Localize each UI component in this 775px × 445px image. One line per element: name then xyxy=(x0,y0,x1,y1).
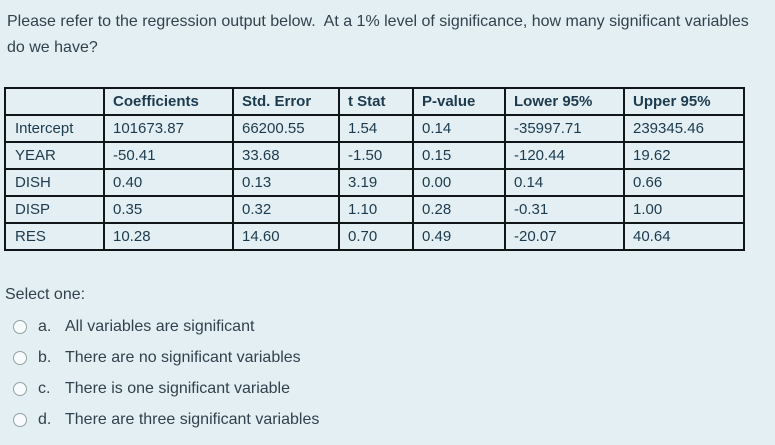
table-cell: 0.32 xyxy=(232,195,340,224)
table-cell: 0.00 xyxy=(412,168,506,197)
option-c[interactable]: c. There is one significant variable xyxy=(0,373,775,404)
radio-button-d[interactable] xyxy=(13,412,27,427)
radio-button-a[interactable] xyxy=(13,319,27,334)
table-cell: 33.68 xyxy=(232,141,340,170)
table-cell: 0.49 xyxy=(412,222,506,251)
table-cell: 1.00 xyxy=(623,195,745,224)
table-header-upper-95: Upper 95% xyxy=(623,87,745,116)
option-letter: d. xyxy=(38,410,52,428)
table-cell: -35997.71 xyxy=(504,114,625,143)
table-header-coefficients: Coefficients xyxy=(103,87,234,116)
radio-button-c[interactable] xyxy=(13,381,27,396)
option-b[interactable]: b. There are no significant variables xyxy=(0,342,775,373)
table-header-p-value: P-value xyxy=(412,87,506,116)
table-cell: -50.41 xyxy=(103,141,234,170)
table-cell: 1.54 xyxy=(338,114,414,143)
option-d[interactable]: d. There are three significant variables xyxy=(0,404,775,435)
table-cell: 101673.87 xyxy=(103,114,234,143)
table-row-label: Intercept xyxy=(4,114,105,143)
option-letter: b. xyxy=(38,348,52,366)
option-text: There are no significant variables xyxy=(65,348,301,366)
table-cell: 239345.46 xyxy=(623,114,745,143)
table-cell: 14.60 xyxy=(232,222,340,251)
table-cell: -1.50 xyxy=(338,141,414,170)
table-header-t-stat: t Stat xyxy=(338,87,414,116)
option-a[interactable]: a. All variables are significant xyxy=(0,311,775,342)
table-row-intercept: Intercept 101673.87 66200.55 1.54 0.14 -… xyxy=(4,114,745,143)
table-header-lower-95: Lower 95% xyxy=(504,87,625,116)
option-text: All variables are significant xyxy=(65,317,255,335)
table-header-row: Coefficients Std. Error t Stat P-value L… xyxy=(4,87,745,116)
table-cell: 0.14 xyxy=(504,168,625,197)
table-cell: -0.31 xyxy=(504,195,625,224)
table-cell: 0.70 xyxy=(338,222,414,251)
table-cell: 10.28 xyxy=(103,222,234,251)
table-row-dish: DISH 0.40 0.13 3.19 0.00 0.14 0.66 xyxy=(4,168,745,197)
table-row-label: DISH xyxy=(4,168,105,197)
table-cell: -20.07 xyxy=(504,222,625,251)
select-one-label: Select one: xyxy=(5,286,86,303)
table-cell: 19.62 xyxy=(623,141,745,170)
table-header-empty xyxy=(4,87,105,116)
radio-button-b[interactable] xyxy=(13,350,27,365)
table-row-res: RES 10.28 14.60 0.70 0.49 -20.07 40.64 xyxy=(4,222,745,251)
table-row-year: YEAR -50.41 33.68 -1.50 0.15 -120.44 19.… xyxy=(4,141,745,170)
table-cell: 40.64 xyxy=(623,222,745,251)
option-letter: a. xyxy=(38,317,52,335)
table-row-disp: DISP 0.35 0.32 1.10 0.28 -0.31 1.00 xyxy=(4,195,745,224)
table-header-std-error: Std. Error xyxy=(232,87,340,116)
question-text: Please refer to the regression output be… xyxy=(7,13,754,56)
regression-table: Coefficients Std. Error t Stat P-value L… xyxy=(4,87,745,251)
option-letter: c. xyxy=(38,379,51,397)
table-row-label: RES xyxy=(4,222,105,251)
table-cell: 1.10 xyxy=(338,195,414,224)
table-cell: -120.44 xyxy=(504,141,625,170)
table-cell: 0.35 xyxy=(103,195,234,224)
table-cell: 0.13 xyxy=(232,168,340,197)
table-cell: 0.40 xyxy=(103,168,234,197)
option-text: There are three significant variables xyxy=(65,410,320,428)
table-cell: 0.28 xyxy=(412,195,506,224)
table-cell: 66200.55 xyxy=(232,114,340,143)
table-cell: 0.14 xyxy=(412,114,506,143)
table-cell: 3.19 xyxy=(338,168,414,197)
options-list: a. All variables are significant b. Ther… xyxy=(0,311,775,435)
table-cell: 0.66 xyxy=(623,168,745,197)
table-row-label: DISP xyxy=(4,195,105,224)
option-text: There is one significant variable xyxy=(65,379,291,397)
table-row-label: YEAR xyxy=(4,141,105,170)
table-cell: 0.15 xyxy=(412,141,506,170)
